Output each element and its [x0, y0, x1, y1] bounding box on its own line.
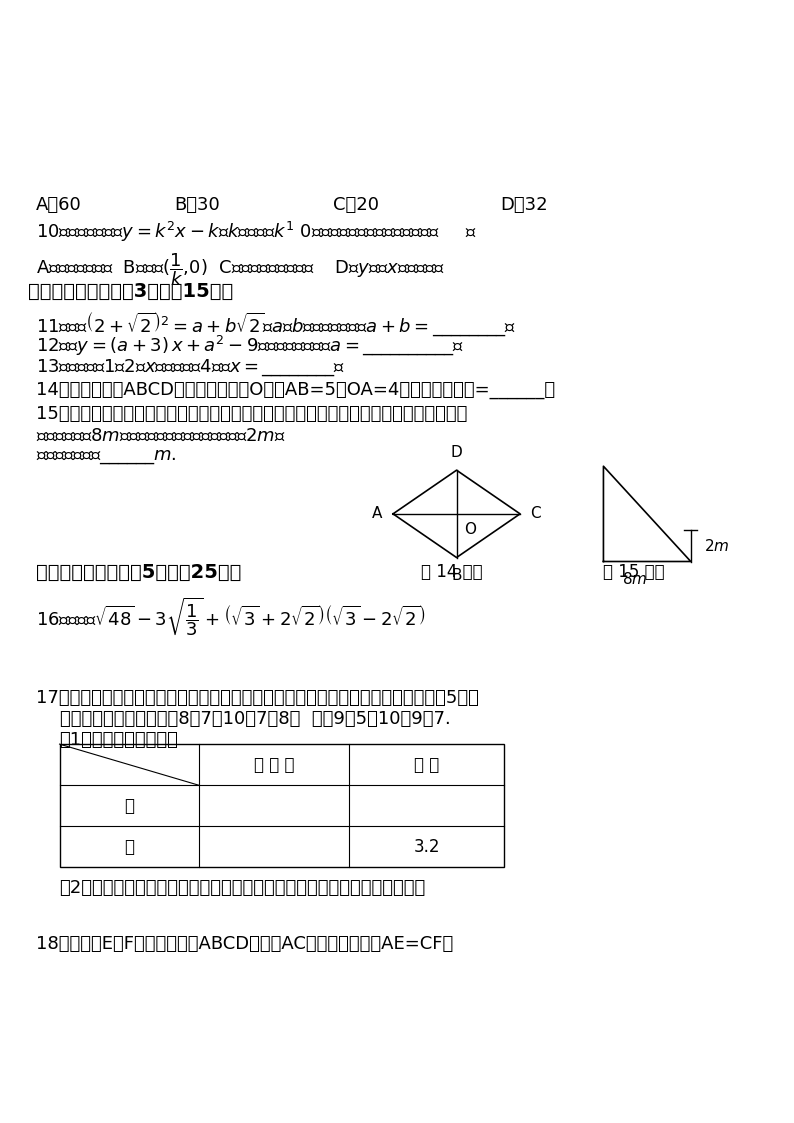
Text: 14、如图，菱形ABCD的对角线相交于O，若AB=5，OA=4，则菱形的面积=______；: 14、如图，菱形ABCD的对角线相交于O，若AB=5，OA=4，则菱形的面积=_… — [36, 382, 555, 400]
Text: 16、计算：$\sqrt{48}-3\sqrt{\dfrac{1}{3}}+\left(\sqrt{3}+2\sqrt{2}\right)\left(\sqrt: 16、计算：$\sqrt{48}-3\sqrt{\dfrac{1}{3}}+\l… — [36, 595, 426, 638]
Text: C: C — [530, 506, 541, 521]
Text: （2）若你是教练，根据以上信息，你会选择谁参加射击比赛，理由是什么？: （2）若你是教练，根据以上信息，你会选择谁参加射击比赛，理由是什么？ — [60, 879, 426, 897]
Text: D、32: D、32 — [500, 197, 548, 214]
Text: 二、填空题（每小题3分，共15分）: 二、填空题（每小题3分，共15分） — [28, 282, 233, 301]
Text: 12、若$y=(a+3)\,x+a^2-9$是正比例函数，则$a=$__________；: 12、若$y=(a+3)\,x+a^2-9$是正比例函数，则$a=$______… — [36, 334, 464, 357]
Text: B、30: B、30 — [175, 197, 221, 214]
Text: A、60: A、60 — [36, 197, 82, 214]
Text: 2$m$: 2$m$ — [704, 538, 730, 554]
Text: 17、为了从甲、乙两人中选拔一人参加射击比赛，现对他们的射击成绩进行了测试，5次打: 17、为了从甲、乙两人中选拔一人参加射击比赛，现对他们的射击成绩进行了测试，5次… — [36, 688, 479, 706]
Text: O: O — [464, 522, 476, 537]
Text: A、不是一条直线  B、过点($\dfrac{1}{k}$,0)  C、经过第一、二象限    D、$y$随着$x$增大而减小: A、不是一条直线 B、过点($\dfrac{1}{k}$,0) C、经过第一、二… — [36, 252, 444, 289]
Bar — [60, 745, 504, 867]
Text: 8$m$: 8$m$ — [622, 570, 648, 587]
Text: 10、对于一次函数$y=k^2x-k$（$k$是常数，$k^1$ 0）的图像，下列说法正确的是（     ）: 10、对于一次函数$y=k^2x-k$（$k$是常数，$k^1$ 0）的图像，下… — [36, 220, 477, 244]
Text: 靶命中的环数如右：甲：8，7，10，7，8；  乙：9，5，10，9，7.: 靶命中的环数如右：甲：8，7，10，7，8； 乙：9，5，10，9，7. — [60, 710, 450, 728]
Text: C、20: C、20 — [333, 197, 380, 214]
Text: D: D — [451, 445, 462, 459]
Text: 甲: 甲 — [124, 796, 134, 814]
Text: 方 差: 方 差 — [414, 756, 439, 774]
Text: 乙: 乙 — [124, 838, 134, 856]
Text: 第 15 题图: 第 15 题图 — [603, 563, 665, 581]
Text: A: A — [372, 506, 383, 521]
Text: 平 均 数: 平 均 数 — [253, 756, 295, 774]
Text: 则旗杆的高度为______$m$.: 则旗杆的高度为______$m$. — [36, 448, 176, 466]
Text: 拉到距离旗杆8$m$处，发现此时绳子末端距离地面2$m$，: 拉到距离旗杆8$m$处，发现此时绳子末端距离地面2$m$， — [36, 427, 286, 445]
Text: 11、如果$\left(2+\sqrt{2}\right)^2=a+b\sqrt{2}$（$a$、$b$为有理数），则$a+b=$________；: 11、如果$\left(2+\sqrt{2}\right)^2=a+b\sqrt… — [36, 310, 515, 338]
Text: 13、一组数据1，2，$x$的平均数为4，则$x=$________；: 13、一组数据1，2，$x$的平均数为4，则$x=$________； — [36, 357, 345, 378]
Text: B: B — [451, 568, 462, 583]
Text: 3.2: 3.2 — [414, 838, 440, 856]
Text: 第 14 题图: 第 14 题图 — [421, 563, 483, 581]
Text: 三、解答题（每小题5分，共25分）: 三、解答题（每小题5分，共25分） — [36, 563, 241, 582]
Text: 15、如图，小华将升旗的绳子拉到旗杆底端，绳子末端刚好接触到地面，然后将绳子末端: 15、如图，小华将升旗的绳子拉到旗杆底端，绳子末端刚好接触到地面，然后将绳子末端 — [36, 405, 467, 423]
Text: （1）将下表填写完整：: （1）将下表填写完整： — [60, 731, 179, 749]
Text: 18、已知：E、F是平行四边形ABCD对角线AC上的两点，并且AE=CF．: 18、已知：E、F是平行四边形ABCD对角线AC上的两点，并且AE=CF． — [36, 934, 453, 952]
